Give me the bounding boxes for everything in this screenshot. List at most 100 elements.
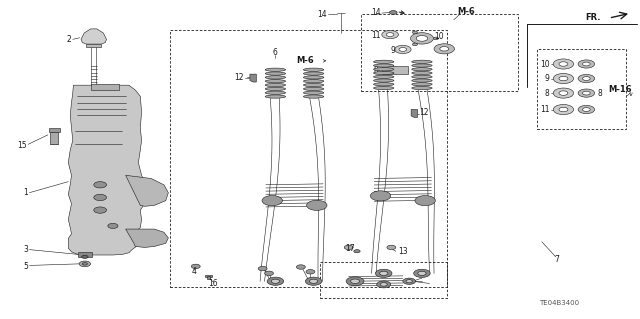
Text: 12: 12 (419, 108, 428, 116)
Circle shape (416, 35, 428, 41)
Ellipse shape (303, 91, 324, 94)
Ellipse shape (374, 64, 394, 67)
Circle shape (559, 91, 568, 95)
Circle shape (380, 283, 387, 286)
Ellipse shape (265, 68, 285, 71)
Ellipse shape (303, 84, 324, 87)
Ellipse shape (265, 72, 285, 75)
Circle shape (582, 62, 590, 66)
Bar (49, 128, 60, 132)
Polygon shape (125, 229, 168, 248)
Circle shape (306, 270, 315, 274)
Ellipse shape (412, 60, 432, 63)
Ellipse shape (265, 91, 285, 94)
Circle shape (406, 280, 412, 283)
Ellipse shape (412, 86, 432, 90)
Ellipse shape (412, 79, 432, 82)
Text: 17: 17 (346, 244, 355, 253)
Text: M-6: M-6 (296, 56, 314, 65)
Ellipse shape (303, 72, 324, 75)
Circle shape (582, 91, 590, 95)
Circle shape (267, 277, 284, 286)
Circle shape (371, 191, 391, 201)
Text: 13: 13 (397, 247, 408, 256)
Polygon shape (411, 109, 417, 117)
Circle shape (559, 76, 568, 81)
Circle shape (559, 62, 568, 66)
Ellipse shape (374, 79, 394, 82)
Circle shape (399, 48, 406, 51)
Text: 12: 12 (234, 73, 244, 82)
Ellipse shape (374, 75, 394, 78)
Circle shape (412, 31, 417, 33)
Text: 14: 14 (317, 10, 326, 19)
Circle shape (553, 59, 573, 69)
Text: 11: 11 (540, 105, 549, 114)
Circle shape (433, 37, 438, 40)
Polygon shape (68, 85, 147, 255)
Text: 10: 10 (435, 32, 444, 41)
Ellipse shape (374, 60, 394, 63)
Bar (91, 84, 119, 90)
Circle shape (553, 88, 573, 98)
Ellipse shape (265, 95, 285, 98)
Circle shape (296, 265, 305, 269)
Text: 9: 9 (545, 74, 549, 83)
Bar (51, 132, 58, 144)
Circle shape (305, 277, 322, 286)
Polygon shape (250, 74, 256, 82)
Circle shape (377, 281, 391, 288)
Ellipse shape (303, 79, 324, 83)
Circle shape (440, 47, 449, 51)
Text: 7: 7 (555, 255, 559, 263)
Text: 4: 4 (191, 267, 196, 276)
Circle shape (412, 43, 417, 46)
Circle shape (376, 269, 392, 278)
Circle shape (582, 77, 590, 80)
Ellipse shape (374, 86, 394, 90)
Circle shape (262, 196, 282, 206)
Text: 3: 3 (23, 245, 28, 254)
Ellipse shape (303, 68, 324, 71)
Text: M-16: M-16 (609, 85, 632, 94)
Circle shape (382, 31, 398, 39)
Text: M-6: M-6 (458, 7, 476, 16)
Circle shape (394, 45, 411, 54)
Bar (207, 276, 211, 279)
Bar (78, 252, 92, 257)
Circle shape (390, 11, 397, 14)
Text: 5: 5 (23, 262, 28, 271)
Text: 2: 2 (67, 35, 72, 44)
Ellipse shape (374, 71, 394, 75)
Ellipse shape (412, 68, 432, 71)
Circle shape (553, 105, 573, 115)
Circle shape (578, 74, 595, 83)
Circle shape (307, 200, 327, 211)
Circle shape (578, 60, 595, 68)
Polygon shape (81, 29, 106, 44)
Ellipse shape (265, 84, 285, 87)
Circle shape (94, 207, 106, 213)
Ellipse shape (265, 79, 285, 83)
Text: 16: 16 (208, 279, 218, 288)
Circle shape (559, 107, 568, 112)
Text: 11: 11 (371, 31, 381, 40)
Text: 6: 6 (273, 48, 278, 57)
Text: 15: 15 (17, 141, 27, 150)
Circle shape (191, 264, 200, 269)
Circle shape (418, 271, 426, 275)
Polygon shape (125, 175, 168, 206)
Circle shape (310, 279, 318, 283)
Bar (383, 66, 408, 74)
Circle shape (387, 245, 396, 250)
Circle shape (108, 223, 118, 228)
Circle shape (553, 73, 573, 84)
Circle shape (380, 271, 388, 275)
Text: 9: 9 (390, 46, 395, 55)
Ellipse shape (265, 76, 285, 79)
Ellipse shape (412, 75, 432, 78)
Ellipse shape (412, 64, 432, 67)
Bar (86, 44, 101, 47)
Ellipse shape (374, 68, 394, 71)
Text: 14: 14 (371, 8, 381, 17)
